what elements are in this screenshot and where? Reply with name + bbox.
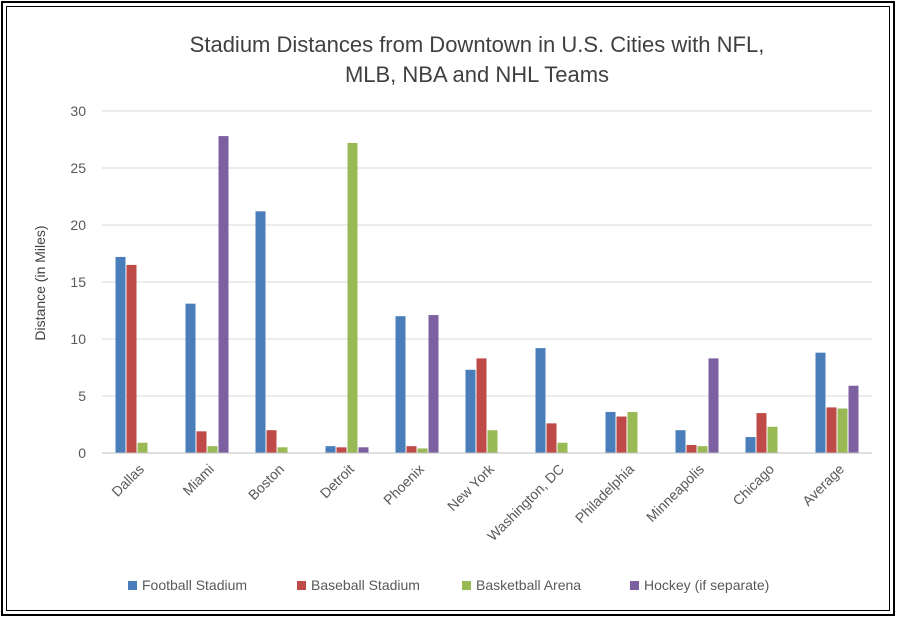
gridlines [102,110,872,397]
legend-item: Hockey (if separate) [630,577,769,593]
y-tick-label: 30 [70,103,86,119]
bar-football-stadium-detroit [325,446,336,453]
bar-football-stadium-minneapolis [675,430,686,453]
bar-hockey-if-separate-detroit [358,447,369,453]
legend-item: Basketball Arena [462,577,581,593]
bar-basketball-arena-average [837,408,848,453]
legend-swatch [462,581,471,590]
y-tick-label: 15 [70,274,86,290]
x-tick-label: Miami [179,461,217,499]
bar-baseball-stadium-philadelphia [616,416,627,453]
x-tick-label: Detroit [317,461,358,502]
bar-baseball-stadium-dallas [126,264,137,453]
bar-baseball-stadium-minneapolis [686,445,697,453]
bar-basketball-arena-minneapolis [697,446,708,453]
bar-football-stadium-new-york [465,369,476,453]
bar-football-stadium-average [815,352,826,453]
bar-basketball-arena-philadelphia [627,411,638,453]
bar-baseball-stadium-phoenix [406,446,417,453]
bar-basketball-arena-chicago [767,426,778,453]
legend-label: Baseball Stadium [311,577,420,593]
bar-baseball-stadium-chicago [756,413,767,453]
bar-baseball-stadium-average [826,407,837,453]
bar-basketball-arena-dallas [137,442,148,453]
x-tick-label: Chicago [729,461,777,509]
legend-swatch [128,581,137,590]
y-tick-label: 0 [78,445,86,461]
x-tick-label: Minneapolis [643,461,707,525]
legend-swatch [297,581,306,590]
legend-label: Hockey (if separate) [644,577,769,593]
bar-football-stadium-washington-dc [535,348,546,453]
bar-football-stadium-boston [255,211,266,453]
legend-item: Football Stadium [128,577,247,593]
bar-basketball-arena-new-york [487,430,498,453]
y-axis-label: Distance (in Miles) [32,225,48,340]
bar-basketball-arena-detroit [347,142,358,454]
bar-basketball-arena-miami [207,446,218,453]
y-tick-labels: 0 5 10 15 20 25 30 [70,103,86,461]
bar-basketball-arena-washington-dc [557,442,568,453]
chart-title-line-1: Stadium Distances from Downtown in U.S. … [190,32,765,57]
bar-football-stadium-dallas [115,256,126,453]
bar-football-stadium-philadelphia [605,411,616,453]
bar-football-stadium-miami [185,303,196,453]
x-tick-label: Boston [245,461,287,503]
chart-title-line-2: MLB, NBA and NHL Teams [345,62,609,87]
legend-swatch [630,581,639,590]
x-tick-label: Dallas [108,461,147,500]
bar-baseball-stadium-miami [196,431,207,453]
x-tick-label: Average [799,461,847,509]
x-tick-label: Washington, DC [484,461,567,544]
x-tick-label: Phoenix [380,461,427,508]
legend-item: Baseball Stadium [297,577,420,593]
y-tick-label: 20 [70,217,86,233]
x-tick-label: New York [444,460,498,514]
legend: Football Stadium Baseball Stadium Basketba… [128,577,769,593]
bar-baseball-stadium-new-york [476,358,487,453]
chart-title: Stadium Distances from Downtown in U.S. … [190,32,765,87]
bars [115,136,859,454]
bar-football-stadium-chicago [745,437,756,453]
bar-baseball-stadium-boston [266,430,277,453]
bar-baseball-stadium-detroit [336,447,347,453]
x-tick-labels: Dallas Miami Boston Detroit Phoenix New YorkW… [108,460,847,544]
bar-hockey-if-separate-minneapolis [708,358,719,453]
bar-hockey-if-separate-miami [218,136,229,453]
bar-basketball-arena-boston [277,447,288,453]
legend-label: Basketball Arena [476,577,581,593]
bar-hockey-if-separate-phoenix [428,315,439,453]
y-tick-label: 10 [70,331,86,347]
bar-baseball-stadium-washington-dc [546,423,557,453]
bar-hockey-if-separate-average [848,385,859,453]
y-tick-label: 25 [70,160,86,176]
legend-label: Football Stadium [142,577,247,593]
chart-frame-inner [6,6,890,611]
bar-basketball-arena-phoenix [417,448,428,453]
x-tick-label: Philadelphia [572,461,637,526]
bar-football-stadium-phoenix [395,316,406,453]
y-tick-label: 5 [78,388,86,404]
